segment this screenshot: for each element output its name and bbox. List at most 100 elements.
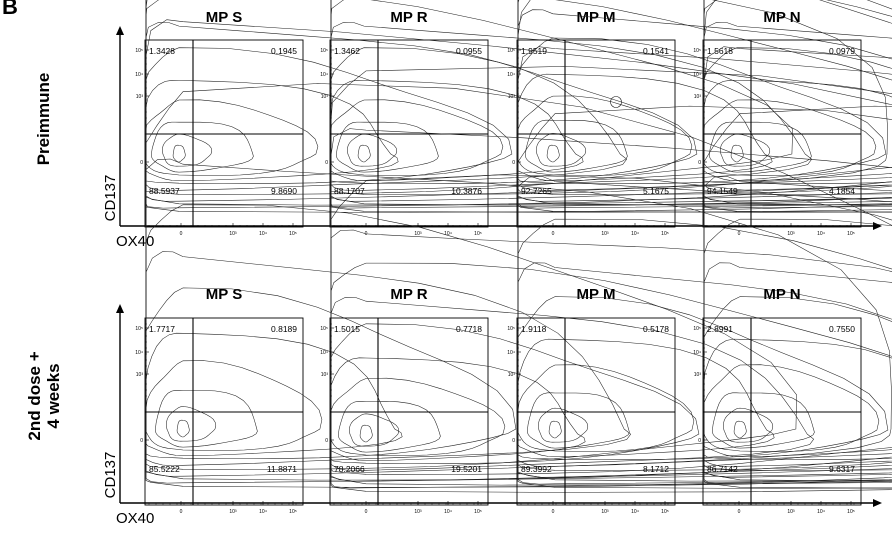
contour-line (546, 144, 560, 163)
x-tick-label: 10³ (414, 231, 422, 237)
row-label: Preimmune (34, 73, 53, 166)
contour-line (166, 406, 217, 442)
contour-plot: MP R 10⁵ 10⁴ 10³ 0 0 10³ 10⁴ 10⁵ 1.5015 0.7718 78.2… (320, 66, 892, 515)
y-tick-label: 10³ (508, 372, 516, 378)
contour-line (155, 390, 258, 448)
quadrant-lower-left: 85.5222 (149, 464, 180, 474)
contour-line (517, 95, 693, 176)
x-tick-label: 10⁴ (817, 231, 825, 237)
contour-line (517, 0, 892, 489)
y-tick-label: 10³ (321, 94, 329, 100)
contour-line (723, 407, 774, 443)
contour-line (517, 0, 892, 202)
x-tick-label: 0 (738, 231, 741, 237)
quadrant-lower-right: 9.8690 (271, 186, 297, 196)
x-tick-label: 10⁴ (259, 509, 267, 515)
contour-line (162, 133, 213, 167)
x-tick-label: 0 (180, 231, 183, 237)
panel-title: MP R (390, 9, 427, 26)
x-tick-label: 0 (738, 509, 741, 515)
quadrant-upper-left: 1.3428 (149, 46, 175, 56)
quadrant-upper-right: 0.5178 (643, 324, 669, 334)
contour-line (151, 121, 254, 173)
contour-line (517, 37, 887, 184)
contour-line (525, 119, 628, 173)
contour-line (548, 420, 562, 439)
row-label-line: 4 weeks (44, 363, 63, 428)
y-tick-label: 10⁴ (507, 350, 515, 356)
contour-line (703, 80, 892, 181)
y-tick-label: 10⁵ (135, 48, 143, 54)
quadrant-lower-left: 89.3992 (521, 464, 552, 474)
contour-line (359, 424, 373, 443)
contour-plot: MP S 10⁵ 10⁴ 10³ 0 0 10³ 10⁴ 10⁵ 1.7717 0.8189 85.5… (135, 0, 892, 515)
contour-line (517, 364, 695, 452)
y-tick-label: 10⁵ (693, 48, 701, 54)
contour-line (172, 144, 186, 163)
quadrant-upper-left: 1.5618 (707, 46, 733, 56)
quadrant-lower-right: 11.8871 (267, 464, 297, 474)
row-2: 2nd dose +4 weeks CD137 OX40 (25, 304, 882, 527)
y-tick-label: 0 (325, 438, 328, 444)
panel-letter: B (2, 0, 18, 19)
contour-line (145, 99, 319, 176)
contour-line (145, 204, 797, 470)
contour-line (703, 0, 892, 489)
row-1: Preimmune CD137 OX40 (34, 26, 882, 250)
x-tick-label: 10³ (601, 231, 609, 237)
contour-line (703, 0, 892, 209)
x-tick-label: 10⁵ (847, 509, 855, 515)
x-tick-label: 0 (365, 509, 368, 515)
y-tick-label: 10⁴ (135, 72, 143, 78)
contour-line (330, 0, 892, 195)
contour-line (145, 22, 628, 192)
y-tick-label: 10⁵ (320, 326, 328, 332)
x-axis-arrowhead (873, 222, 882, 230)
contour-line (349, 413, 400, 447)
y-axis-label: CD137 (102, 175, 119, 222)
y-tick-label: 0 (512, 438, 515, 444)
contour-line (712, 392, 815, 449)
quadrant-lower-left: 88.1707 (334, 186, 365, 196)
x-tick-label: 0 (552, 231, 555, 237)
contour-line (610, 96, 622, 108)
rows-layer: Preimmune CD137 OX40 2nd dose +4 weeks CD137… (25, 26, 882, 527)
quadrant-lower-right: 9.6317 (829, 464, 855, 474)
x-tick-label: 10⁵ (474, 231, 482, 237)
row-label-line: 2nd dose + (25, 351, 44, 440)
quadrant-upper-left: 1.9118 (521, 324, 547, 334)
panel-title: MP S (206, 9, 242, 26)
y-tick-label: 0 (698, 160, 701, 166)
quadrant-upper-right: 0.8189 (271, 324, 297, 334)
panel-title: MP N (763, 286, 800, 303)
y-tick-label: 10³ (136, 372, 144, 378)
quadrant-lower-right: 10.3876 (451, 186, 482, 196)
quadrant-upper-left: 1.3462 (334, 46, 360, 56)
quadrant-upper-right: 0.1945 (271, 46, 297, 56)
x-tick-label: 10⁵ (661, 231, 669, 237)
contour-line (703, 218, 892, 471)
y-tick-label: 0 (140, 160, 143, 166)
quadrant-lower-right: 4.1854 (829, 186, 855, 196)
quadrant-upper-left: 1.7717 (149, 324, 175, 334)
y-tick-label: 10⁵ (320, 48, 328, 54)
x-tick-label: 10⁵ (661, 509, 669, 515)
y-tick-label: 10⁵ (135, 326, 143, 332)
quadrant-lower-left: 78.2066 (334, 464, 365, 474)
contour-line (176, 419, 190, 438)
quadrant-lower-right: 8.1712 (643, 464, 669, 474)
y-tick-label: 10⁴ (320, 72, 328, 78)
contour-line (145, 0, 892, 488)
contour-line (527, 392, 630, 449)
contour-line (330, 174, 892, 486)
y-axis-arrowhead (116, 26, 124, 35)
y-tick-label: 10³ (321, 372, 329, 378)
contour-line (703, 46, 892, 485)
y-tick-label: 10⁴ (693, 350, 701, 356)
y-tick-label: 10⁵ (507, 326, 515, 332)
contour-line (338, 401, 441, 453)
y-tick-label: 0 (512, 160, 515, 166)
x-tick-label: 10³ (787, 509, 795, 515)
y-tick-label: 10⁴ (693, 72, 701, 78)
